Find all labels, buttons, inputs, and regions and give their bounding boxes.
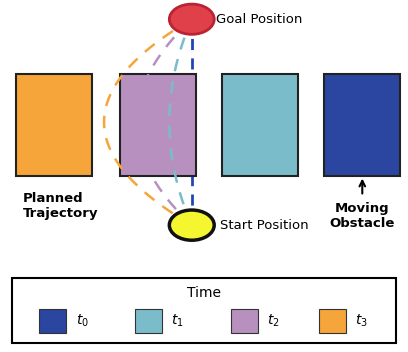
Text: Planned
Trajectory: Planned Trajectory <box>22 192 98 220</box>
Text: Moving
Obstacle: Moving Obstacle <box>330 202 395 230</box>
Text: $t_{2}$: $t_{2}$ <box>267 313 280 329</box>
Bar <box>39 309 66 333</box>
Text: $t_{3}$: $t_{3}$ <box>355 313 368 329</box>
Bar <box>319 309 346 333</box>
Bar <box>324 74 400 176</box>
Bar <box>231 309 258 333</box>
Circle shape <box>169 210 214 240</box>
Bar <box>120 74 196 176</box>
Circle shape <box>169 4 214 34</box>
Bar <box>135 309 162 333</box>
Text: $t_{0}$: $t_{0}$ <box>75 313 89 329</box>
Text: Time: Time <box>187 286 221 300</box>
Text: Goal Position: Goal Position <box>216 13 303 26</box>
Text: Start Position: Start Position <box>220 219 309 232</box>
Text: $t_{1}$: $t_{1}$ <box>171 313 184 329</box>
Bar <box>16 74 92 176</box>
Bar <box>222 74 298 176</box>
